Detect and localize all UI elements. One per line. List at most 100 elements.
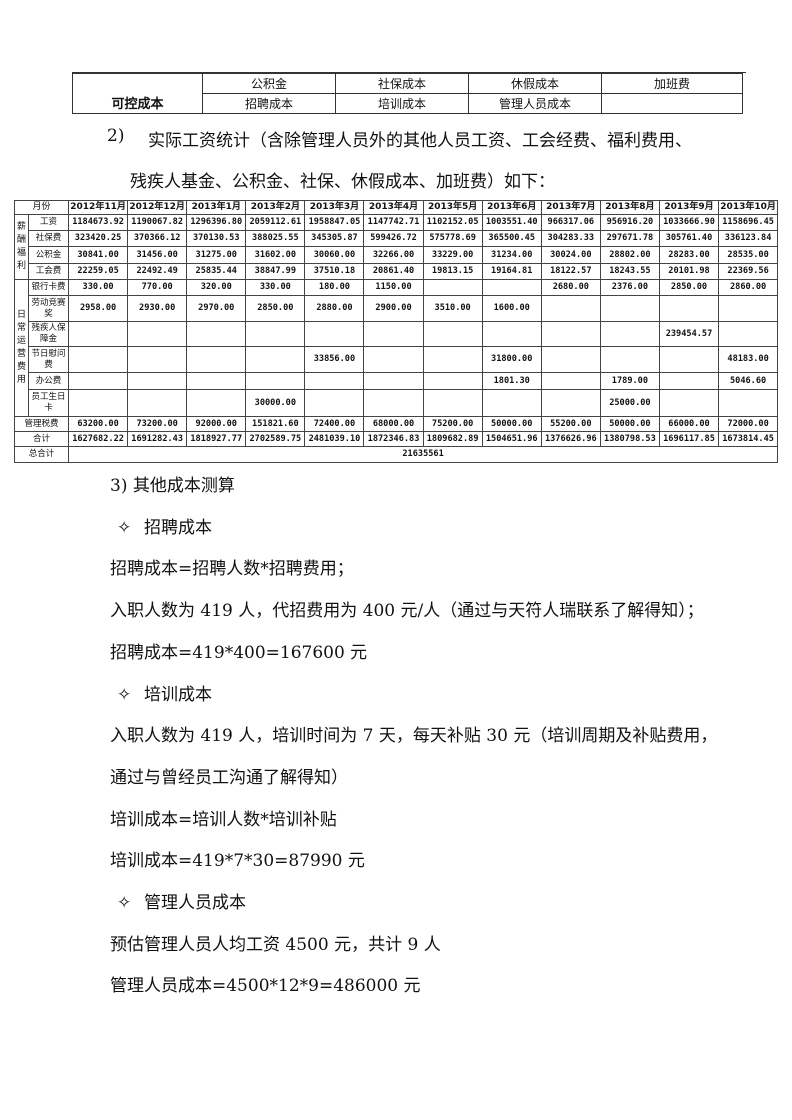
value-cell (599, 321, 660, 347)
value-cell (422, 321, 483, 347)
value-cell: 330.00 (68, 279, 129, 296)
line-text: 培训成本 (144, 684, 212, 705)
value-cell: 1150.00 (363, 279, 424, 296)
value-cell: 66000.00 (658, 416, 720, 432)
text-line: ✧ 管理人员成本 (110, 883, 717, 925)
value-cell: 30841.00 (68, 246, 129, 264)
value-cell (68, 372, 129, 390)
value-cell (422, 372, 483, 390)
value-cell (68, 346, 129, 373)
value-cell: 22259.05 (68, 263, 129, 280)
value-cell: 770.00 (127, 279, 188, 296)
value-cell: 1801.30 (481, 372, 542, 390)
grand-total-row: 总合计 21635561 (13, 446, 779, 463)
text-line: ✧ 招聘成本 (110, 508, 717, 550)
value-cell: 2702589.75 (245, 431, 306, 447)
value-cell (127, 346, 188, 373)
value-cell: 1033666.90 (658, 214, 720, 231)
value-cell (363, 372, 424, 390)
value-cell (363, 321, 424, 347)
value-cell (422, 346, 483, 373)
value-cell: 30000.00 (245, 389, 306, 417)
value-cell: 1184673.92 (68, 214, 129, 231)
value-cell (540, 295, 601, 322)
section2-line2: 残疾人基金、公积金、社保、休假成本、加班费）如下： (130, 172, 555, 192)
line-text: 入职人数为 419 人，代招费用为 400 元/人（通过与天符人瑞联系了解得知）… (110, 601, 704, 622)
value-cell: 31800.00 (481, 346, 542, 373)
cost-cell: 招聘成本 (202, 93, 336, 114)
value-cell (658, 346, 720, 373)
value-cell: 1147742.71 (363, 214, 424, 231)
month-header: 月份 (13, 200, 70, 215)
month-header-cell: 2013年10月 (718, 200, 779, 215)
table-row: 员工生日卡 30000.00 25000.00 (15, 389, 779, 417)
value-cell: 966317.06 (540, 214, 601, 231)
value-cell: 1158696.45 (718, 214, 779, 231)
value-cell: 323420.25 (68, 230, 129, 247)
value-cell: 22369.56 (718, 263, 779, 280)
line-text: 管理人员成本 (144, 893, 246, 914)
value-cell: 1958847.05 (304, 214, 365, 231)
value-cell (245, 321, 306, 347)
section2-line1: 实际工资统计（含除管理人员外的其他人员工资、工会经费、福利费用、 (148, 131, 692, 151)
value-cell: 28802.00 (599, 246, 660, 264)
row-item-label: 管理税费 (13, 416, 70, 432)
text-line: 通过与曾经员工沟通了解得知） (110, 758, 717, 800)
value-cell: 1818927.77 (186, 431, 247, 447)
value-cell (363, 346, 424, 373)
text-line: 招聘成本=招聘人数*招聘费用； (110, 549, 717, 591)
header-rule (72, 72, 746, 73)
value-cell: 2850.00 (245, 295, 306, 322)
controllable-cost-label: 可控成本 (72, 73, 203, 114)
value-cell: 19164.81 (481, 263, 542, 280)
text-line: 入职人数为 419 人，培训时间为 7 天，每天补贴 30 元（培训周期及补贴费… (110, 716, 717, 758)
line-text: 培训成本=培训人数*培训补贴 (110, 809, 337, 830)
value-cell: 1789.00 (599, 372, 660, 390)
value-cell (304, 321, 365, 347)
value-cell: 599426.72 (363, 230, 424, 247)
value-cell: 304283.33 (540, 230, 601, 247)
row-item-label: 公积金 (27, 246, 70, 264)
value-cell: 1003551.40 (481, 214, 542, 231)
value-cell (127, 372, 188, 390)
month-header-cell: 2013年5月 (422, 200, 483, 215)
value-cell: 92000.00 (186, 416, 247, 432)
value-cell: 25000.00 (599, 389, 660, 417)
row-item-label: 节日慰问费 (27, 346, 70, 373)
value-cell: 18243.55 (599, 263, 660, 280)
value-cell: 31602.00 (245, 246, 306, 264)
value-cell: 75200.00 (422, 416, 483, 432)
diamond-bullet-icon: ✧ (117, 893, 132, 914)
value-cell (304, 372, 365, 390)
management-fee-row: 管理税费 63200.00 73200.00 92000.00 151821.60 724… (13, 416, 779, 432)
value-cell (658, 295, 720, 322)
value-cell: 180.00 (304, 279, 365, 296)
value-cell: 320.00 (186, 279, 247, 296)
value-cell: 50000.00 (599, 416, 660, 432)
value-cell: 370130.53 (186, 230, 247, 247)
subtotal-row: 合计 1627682.22 1691282.43 1818927.77 2702589.… (13, 431, 779, 447)
month-header-cell: 2013年8月 (599, 200, 660, 215)
month-header-cell: 2013年3月 (304, 200, 365, 215)
table-row: 办公费 1801.30 1789.00 5046.60 (15, 372, 779, 390)
value-cell (422, 389, 483, 417)
value-cell (186, 372, 247, 390)
value-cell (658, 389, 720, 417)
value-cell: 31234.00 (481, 246, 542, 264)
row-item-label: 社保费 (27, 230, 70, 247)
value-cell: 388025.55 (245, 230, 306, 247)
line-text: 培训成本=419*7*30=87990 元 (110, 851, 365, 872)
value-cell (127, 389, 188, 417)
value-cell (718, 389, 779, 417)
value-cell (540, 389, 601, 417)
value-cell (718, 321, 779, 347)
value-cell (245, 372, 306, 390)
value-cell: 20101.98 (658, 263, 720, 280)
value-cell (540, 321, 601, 347)
table-row: 公积金 30841.00 31456.00 31275.00 31602.00 30060… (15, 246, 779, 264)
value-cell: 30024.00 (540, 246, 601, 264)
value-cell (658, 372, 720, 390)
line-text: 入职人数为 419 人，培训时间为 7 天，每天补贴 30 元（培训周期及补贴费… (110, 726, 718, 747)
table-row: 残疾人保障金 239454.57 (15, 321, 779, 347)
